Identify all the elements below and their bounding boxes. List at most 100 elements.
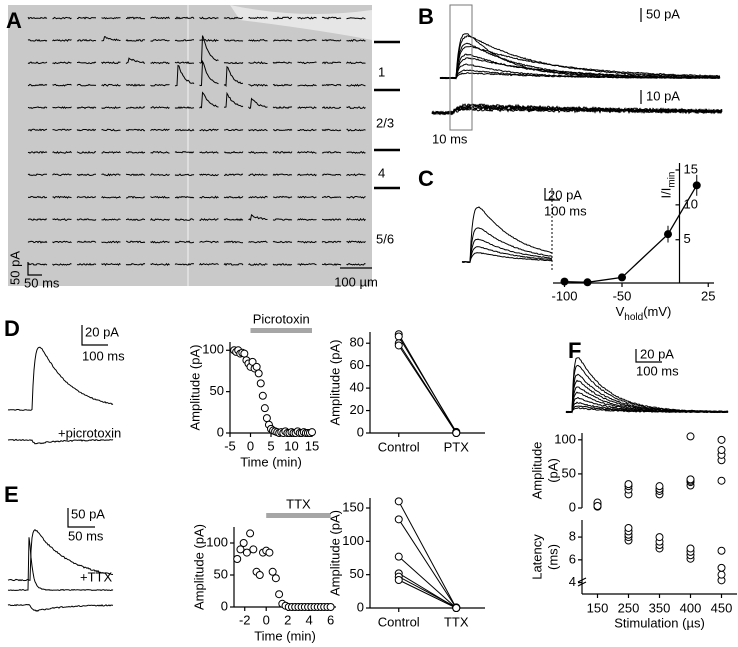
scale-bar <box>67 508 95 528</box>
trace <box>52 195 72 199</box>
layer-label: 5/6 <box>376 231 394 246</box>
scale-label: 20 pA <box>640 346 674 361</box>
trace <box>125 83 146 87</box>
y-tick-label: 100 <box>554 431 576 446</box>
trace <box>321 240 342 244</box>
x-tick-label: -50 <box>613 288 632 303</box>
trace <box>150 150 170 154</box>
x-tick-label: 10 <box>284 438 298 453</box>
trace <box>27 39 48 42</box>
point <box>624 523 633 532</box>
trace <box>150 262 170 267</box>
trace <box>52 173 72 177</box>
point <box>686 432 695 441</box>
scale-bar <box>635 349 662 363</box>
x-axis-label: Vhold(mV) <box>616 304 672 322</box>
trace <box>199 128 219 132</box>
point <box>692 181 701 190</box>
y-axis-label: Amplitude (pA) <box>187 345 202 431</box>
y-tick-label: 50 <box>562 465 576 480</box>
trace <box>272 61 293 64</box>
trace <box>27 262 48 266</box>
window-box <box>449 4 473 131</box>
trace <box>272 218 293 221</box>
trace <box>439 45 720 80</box>
trace <box>101 151 121 154</box>
y-tick-label: 0 <box>357 424 364 439</box>
point <box>686 544 695 553</box>
trace <box>297 106 317 109</box>
trace <box>150 195 170 199</box>
trace <box>76 173 96 177</box>
trace <box>150 217 170 221</box>
trace <box>321 218 342 222</box>
y-axis-label: (ms) <box>545 544 560 570</box>
trace <box>248 61 268 65</box>
panel-label: D <box>4 316 20 341</box>
traces <box>7 16 729 612</box>
trace <box>125 151 146 154</box>
point <box>717 446 726 455</box>
trace <box>52 61 72 65</box>
y-tick-label: 15 <box>684 161 698 176</box>
pair-line <box>398 556 457 609</box>
trace <box>461 206 552 264</box>
y-tick-label: 0 <box>357 599 364 614</box>
scale-bar <box>81 325 108 346</box>
trace <box>272 151 293 154</box>
panel-a-image <box>8 5 372 286</box>
y-axis-label-main: I/I <box>659 188 674 199</box>
point <box>394 515 403 524</box>
pair-line <box>398 576 457 608</box>
trace <box>199 240 219 244</box>
trace <box>297 240 317 244</box>
scale-label: 100 ms <box>636 363 679 378</box>
trace <box>223 150 244 154</box>
trace <box>223 218 244 222</box>
pair-line <box>398 579 457 609</box>
trace <box>321 151 342 154</box>
trace <box>174 195 195 199</box>
point <box>618 273 626 282</box>
x-tick-label: 0 <box>263 612 270 627</box>
trace <box>27 240 48 244</box>
treatment-label: Picrotoxin <box>253 311 310 326</box>
point <box>254 369 263 378</box>
point <box>452 604 461 612</box>
trace <box>27 16 48 20</box>
trace <box>101 36 121 42</box>
trace <box>52 240 72 244</box>
trace <box>174 16 195 20</box>
trace <box>76 240 97 243</box>
trace <box>27 128 48 132</box>
scale-label: 50 pA <box>71 506 105 521</box>
y-axis-label: (pA) <box>545 458 560 483</box>
y-tick-label: 4 <box>569 574 576 589</box>
point <box>239 539 248 547</box>
y-axis-label: Amplitude <box>529 442 544 500</box>
scale-label: 50 ms <box>68 528 104 543</box>
panel-label: B <box>418 4 434 29</box>
trace <box>461 238 553 263</box>
trace <box>297 173 317 177</box>
trace <box>440 72 721 80</box>
trace-label: +picrotoxin <box>58 425 121 440</box>
panel-label: F <box>568 338 581 363</box>
trace <box>297 83 317 87</box>
x-tick-label: 250 <box>618 600 640 615</box>
trace <box>150 128 170 132</box>
y-tick-label: 0 <box>569 499 576 514</box>
trace <box>174 218 195 221</box>
point <box>265 548 274 557</box>
point <box>394 497 403 506</box>
trace <box>321 173 342 176</box>
point <box>252 362 261 371</box>
trace <box>346 128 366 132</box>
y-tick-label: 50 <box>210 383 224 398</box>
trace <box>76 218 97 221</box>
trace <box>76 106 97 110</box>
axis-break <box>577 577 587 583</box>
trace <box>76 150 97 154</box>
trace <box>272 240 293 244</box>
